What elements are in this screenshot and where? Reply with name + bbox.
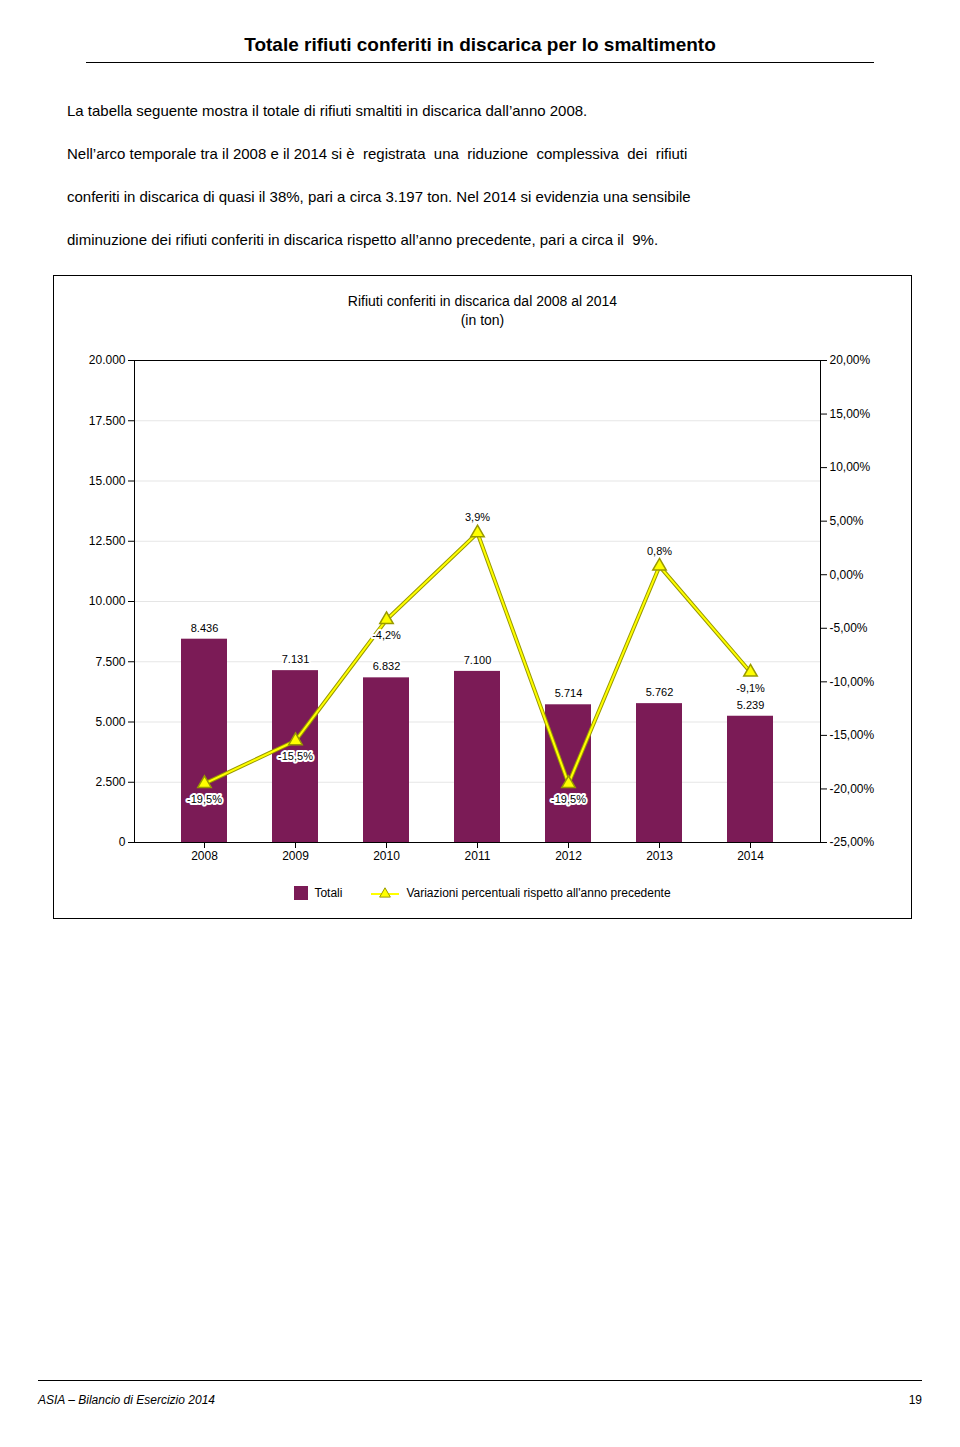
svg-text:20,00%: 20,00% xyxy=(830,353,871,367)
html-text:La tabella seguente mostra il: La tabella seguente mostra il totale di … xyxy=(67,102,588,119)
svg-text:7.500: 7.500 xyxy=(95,654,125,668)
svg-text:2011: 2011 xyxy=(465,849,491,863)
html-text:Totale rifiuti conferiti in di: Totale rifiuti conferiti in discarica pe… xyxy=(244,34,716,55)
svg-text:5.714: 5.714 xyxy=(555,687,583,699)
svg-text:3,9%: 3,9% xyxy=(465,511,490,523)
svg-text:-19,5%: -19,5% xyxy=(551,793,586,805)
svg-text:-9,1%: -9,1% xyxy=(736,681,765,693)
svg-text:0,8%: 0,8% xyxy=(647,544,672,556)
svg-text:2010: 2010 xyxy=(373,849,400,863)
svg-text:-10,00%: -10,00% xyxy=(830,674,875,688)
svg-text:8.436: 8.436 xyxy=(191,621,219,633)
svg-text:20.000: 20.000 xyxy=(89,353,126,367)
svg-text:15,00%: 15,00% xyxy=(830,407,871,421)
svg-text:-5,00%: -5,00% xyxy=(830,621,868,635)
html-text:diminuzione dei rifiuti confer: diminuzione dei rifiuti conferiti in dis… xyxy=(67,231,659,248)
svg-text:-25,00%: -25,00% xyxy=(830,835,875,849)
svg-text:12.500: 12.500 xyxy=(89,534,126,548)
svg-text:-4,2%: -4,2% xyxy=(372,629,401,641)
svg-text:10.000: 10.000 xyxy=(89,594,126,608)
html-text:Totali: Totali xyxy=(314,885,343,900)
html-text:conferiti in discarica di quas: conferiti in discarica di quasi il 38%, … xyxy=(67,188,691,205)
svg-text:10,00%: 10,00% xyxy=(830,460,871,474)
html-text:Nell’arco temporale tra il 200: Nell’arco temporale tra il 2008 e il 201… xyxy=(67,145,688,162)
svg-text:2013: 2013 xyxy=(646,849,673,863)
svg-text:2009: 2009 xyxy=(282,849,309,863)
html-text:(in ton): (in ton) xyxy=(460,311,505,328)
svg-text:-20,00%: -20,00% xyxy=(830,782,875,796)
svg-text:-15,5%: -15,5% xyxy=(278,750,313,762)
svg-text:5.000: 5.000 xyxy=(95,715,125,729)
svg-text:0,00%: 0,00% xyxy=(830,567,864,581)
html-text:Rifiuti conferiti in discarica: Rifiuti conferiti in discarica dal 2008 … xyxy=(347,293,618,309)
svg-text:7.131: 7.131 xyxy=(282,653,310,665)
svg-text:5.762: 5.762 xyxy=(646,686,674,698)
html-text:ASIA – Bilancio di Esercizio 2: ASIA – Bilancio di Esercizio 2014 xyxy=(38,1393,215,1407)
svg-text:17.500: 17.500 xyxy=(89,413,126,427)
svg-text:5.239: 5.239 xyxy=(737,699,765,711)
svg-text:6.832: 6.832 xyxy=(373,660,401,672)
svg-text:2008: 2008 xyxy=(191,849,218,863)
html-text:19: 19 xyxy=(908,1393,922,1407)
html-text:Variazioni percentuali rispett: Variazioni percentuali rispetto all'anno… xyxy=(406,885,671,900)
svg-text:2012: 2012 xyxy=(555,849,582,863)
svg-text:5,00%: 5,00% xyxy=(830,514,864,528)
svg-text:0: 0 xyxy=(119,835,126,849)
svg-text:-19,5%: -19,5% xyxy=(187,793,222,805)
svg-text:15.000: 15.000 xyxy=(89,474,126,488)
svg-text:7.100: 7.100 xyxy=(464,654,492,666)
svg-text:2014: 2014 xyxy=(737,849,764,863)
svg-text:2.500: 2.500 xyxy=(95,775,125,789)
svg-text:-15,00%: -15,00% xyxy=(830,728,875,742)
